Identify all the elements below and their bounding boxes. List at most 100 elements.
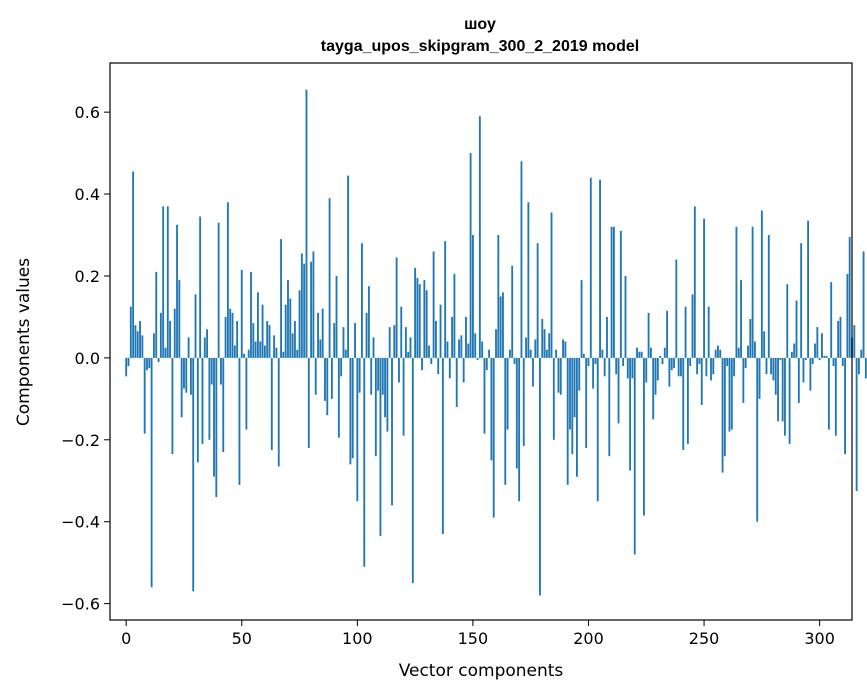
- bar-250: [703, 218, 705, 358]
- bar-105: [367, 286, 370, 358]
- bar-278: [767, 235, 770, 358]
- bar-225: [645, 357, 648, 383]
- bar-104: [365, 312, 368, 358]
- bar-207: [603, 357, 606, 377]
- bar-86: [324, 357, 326, 401]
- bar-168: [513, 357, 516, 365]
- bar-165: [506, 357, 509, 430]
- bar-296: [809, 357, 812, 391]
- bar-130: [425, 290, 428, 358]
- bar-294: [804, 357, 807, 360]
- bar-272: [753, 341, 756, 358]
- bar-121: [404, 327, 407, 358]
- bar-156: [485, 357, 488, 371]
- bar-280: [772, 357, 775, 381]
- bar-230: [656, 357, 659, 381]
- bar-103: [363, 357, 366, 567]
- bar-110: [379, 357, 382, 537]
- bar-106: [370, 357, 373, 395]
- bar-267: [742, 357, 745, 403]
- bar-274: [758, 357, 761, 399]
- bar-234: [666, 310, 668, 358]
- bar-37: [210, 357, 213, 385]
- bar-164: [504, 357, 507, 485]
- bar-34: [203, 337, 206, 358]
- bar-285: [784, 357, 786, 436]
- bar-223: [640, 351, 643, 358]
- bar-89: [330, 357, 333, 399]
- bar-6: [139, 321, 141, 358]
- bar-9: [146, 357, 148, 371]
- bar-286: [786, 284, 789, 358]
- bar-59: [261, 304, 264, 358]
- bar-149: [469, 153, 472, 358]
- bar-214: [619, 230, 622, 358]
- bar-52: [245, 357, 248, 430]
- bar-81: [312, 251, 315, 358]
- bar-55: [252, 323, 255, 358]
- bar-136: [439, 304, 442, 358]
- bar-40: [217, 222, 220, 358]
- bar-215: [622, 357, 625, 367]
- bar-217: [626, 357, 629, 379]
- bar-265: [737, 347, 740, 358]
- bar-191: [566, 357, 569, 485]
- bar-263: [733, 357, 736, 377]
- bar-291: [797, 357, 800, 403]
- bar-58: [259, 341, 262, 358]
- bar-75: [298, 290, 301, 358]
- bar-178: [536, 243, 539, 358]
- bar-275: [760, 210, 763, 358]
- bar-61: [266, 321, 269, 358]
- bar-211: [612, 226, 615, 358]
- bar-41: [220, 357, 222, 385]
- bar-233: [663, 347, 666, 358]
- bar-32: [199, 216, 202, 358]
- bar-229: [654, 357, 657, 395]
- bar-98: [351, 357, 354, 459]
- bar-13: [155, 271, 158, 358]
- bar-62: [268, 325, 271, 358]
- bar-143: [455, 357, 458, 408]
- bar-154: [481, 341, 484, 358]
- bar-159: [492, 357, 495, 518]
- bar-90: [333, 323, 336, 358]
- bar-260: [726, 357, 729, 367]
- bar-29: [192, 357, 195, 592]
- bars-group: [125, 89, 867, 596]
- bar-31: [196, 357, 199, 463]
- bar-113: [386, 357, 389, 432]
- bar-26: [185, 357, 188, 393]
- bar-145: [460, 335, 463, 358]
- bar-197: [580, 280, 583, 358]
- bar-51: [243, 353, 245, 358]
- bar-134: [435, 321, 437, 358]
- bar-236: [670, 357, 673, 371]
- bar-79: [307, 357, 310, 448]
- bar-146: [462, 357, 465, 383]
- bar-148: [467, 343, 470, 358]
- bar-201: [589, 177, 592, 358]
- bar-163: [502, 292, 504, 358]
- bar-109: [377, 357, 380, 391]
- bar-256: [717, 345, 719, 358]
- bar-261: [728, 357, 731, 432]
- bar-183: [548, 333, 551, 358]
- bar-82: [314, 357, 317, 395]
- bar-180: [541, 318, 544, 358]
- bar-179: [539, 357, 541, 596]
- bar-239: [677, 357, 680, 377]
- bar-303: [825, 355, 828, 358]
- bar-293: [802, 357, 805, 383]
- bar-172: [522, 357, 525, 446]
- bar-128: [421, 357, 423, 371]
- bar-216: [624, 275, 627, 358]
- bar-157: [488, 349, 491, 358]
- bar-162: [499, 296, 502, 358]
- bar-315: [853, 325, 856, 358]
- bar-282: [777, 357, 779, 422]
- bar-213: [617, 357, 620, 424]
- bar-283: [779, 357, 782, 360]
- bar-290: [795, 300, 798, 358]
- bar-118: [398, 357, 400, 383]
